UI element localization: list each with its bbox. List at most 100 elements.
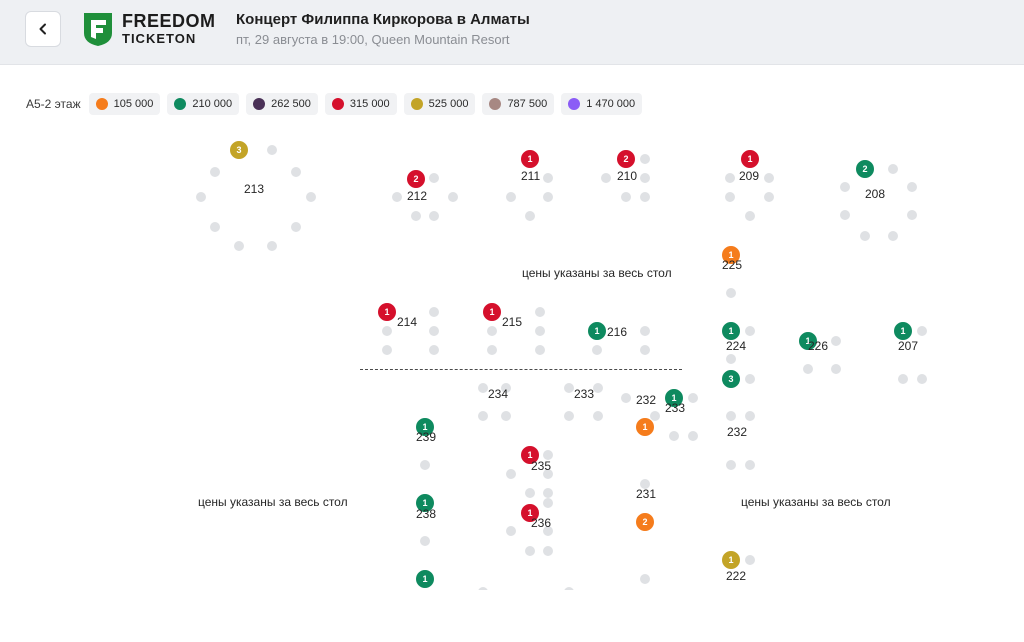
seat-dot[interactable] bbox=[640, 192, 650, 202]
table-number-label[interactable]: 234 bbox=[488, 387, 509, 401]
available-seats-badge[interactable]: 1 bbox=[482, 302, 502, 322]
price-chip[interactable]: 105 000 bbox=[88, 93, 161, 115]
table-number-label[interactable]: 208 bbox=[865, 187, 886, 201]
seat-dot[interactable] bbox=[898, 374, 908, 384]
seat-dot[interactable] bbox=[267, 241, 277, 251]
seat-dot[interactable] bbox=[234, 241, 244, 251]
seat-dot[interactable] bbox=[803, 364, 813, 374]
table-number-label[interactable]: 225 bbox=[722, 258, 743, 272]
table-number-label[interactable]: 213 bbox=[244, 182, 265, 196]
seat-dot[interactable] bbox=[543, 469, 553, 479]
seat-dot[interactable] bbox=[688, 431, 698, 441]
price-chip[interactable]: 787 500 bbox=[482, 93, 555, 115]
available-seats-badge[interactable]: 2 bbox=[616, 149, 636, 169]
seat-dot[interactable] bbox=[640, 154, 650, 164]
seat-dot[interactable] bbox=[726, 460, 736, 470]
seat-dot[interactable] bbox=[669, 431, 679, 441]
seat-dot[interactable] bbox=[650, 411, 660, 421]
seat-dot[interactable] bbox=[267, 145, 277, 155]
seat-dot[interactable] bbox=[429, 345, 439, 355]
seat-dot[interactable] bbox=[429, 211, 439, 221]
table-number-label[interactable]: 231 bbox=[636, 487, 657, 501]
seat-dot[interactable] bbox=[601, 173, 611, 183]
seat-dot[interactable] bbox=[764, 192, 774, 202]
seat-dot[interactable] bbox=[725, 192, 735, 202]
seat-dot[interactable] bbox=[210, 222, 220, 232]
seat-dot[interactable] bbox=[640, 173, 650, 183]
back-button[interactable] bbox=[25, 11, 61, 47]
table-number-label[interactable]: 226 bbox=[808, 339, 829, 353]
seat-dot[interactable] bbox=[478, 411, 488, 421]
seat-dot[interactable] bbox=[535, 345, 545, 355]
price-chip[interactable]: 1 470 000 bbox=[561, 93, 643, 115]
seat-dot[interactable] bbox=[745, 211, 755, 221]
table-number-label[interactable]: 224 bbox=[726, 339, 747, 353]
seat-dot[interactable] bbox=[506, 469, 516, 479]
available-seats-badge[interactable]: 1 bbox=[415, 569, 435, 589]
freedom-ticketon-logo[interactable]: FREEDOM TICKETON bbox=[82, 11, 222, 47]
available-seats-badge[interactable]: 1 bbox=[721, 550, 741, 570]
seat-dot[interactable] bbox=[745, 555, 755, 565]
table-number-label[interactable]: 233 bbox=[665, 401, 686, 415]
table-number-label[interactable]: 207 bbox=[898, 339, 919, 353]
seat-dot[interactable] bbox=[564, 411, 574, 421]
seat-dot[interactable] bbox=[640, 479, 650, 489]
available-seats-badge[interactable]: 1 bbox=[415, 493, 435, 513]
seat-dot[interactable] bbox=[420, 536, 430, 546]
table-number-label[interactable]: 232 bbox=[636, 393, 657, 407]
price-chip[interactable]: 525 000 bbox=[403, 93, 476, 115]
available-seats-badge[interactable]: 1 bbox=[635, 417, 655, 437]
seat-dot[interactable] bbox=[543, 192, 553, 202]
seat-dot[interactable] bbox=[448, 192, 458, 202]
seat-dot[interactable] bbox=[592, 345, 602, 355]
table-number-label[interactable]: 214 bbox=[397, 315, 418, 329]
seat-dot[interactable] bbox=[831, 364, 841, 374]
seat-dot[interactable] bbox=[564, 587, 574, 590]
available-seats-badge[interactable]: 1 bbox=[377, 302, 397, 322]
seat-dot[interactable] bbox=[487, 345, 497, 355]
available-seats-badge[interactable]: 1 bbox=[893, 321, 913, 341]
seat-dot[interactable] bbox=[640, 574, 650, 584]
available-seats-badge[interactable]: 1 bbox=[740, 149, 760, 169]
seat-dot[interactable] bbox=[543, 526, 553, 536]
table-number-label[interactable]: 238 bbox=[416, 507, 437, 521]
available-seats-badge[interactable]: 1 bbox=[415, 417, 435, 437]
available-seats-badge[interactable]: 1 bbox=[721, 321, 741, 341]
seat-dot[interactable] bbox=[525, 211, 535, 221]
seat-dot[interactable] bbox=[860, 231, 870, 241]
seat-dot[interactable] bbox=[543, 173, 553, 183]
seat-dot[interactable] bbox=[725, 173, 735, 183]
seat-dot[interactable] bbox=[382, 345, 392, 355]
available-seats-badge[interactable]: 3 bbox=[229, 140, 249, 160]
available-seats-badge[interactable]: 2 bbox=[406, 169, 426, 189]
seat-dot[interactable] bbox=[420, 460, 430, 470]
seat-dot[interactable] bbox=[382, 326, 392, 336]
price-chip[interactable]: 315 000 bbox=[324, 93, 397, 115]
seat-dot[interactable] bbox=[593, 383, 603, 393]
seat-dot[interactable] bbox=[506, 526, 516, 536]
seat-dot[interactable] bbox=[543, 450, 553, 460]
seat-dot[interactable] bbox=[525, 546, 535, 556]
table-number-label[interactable]: 210 bbox=[617, 169, 638, 183]
seat-dot[interactable] bbox=[640, 345, 650, 355]
seat-dot[interactable] bbox=[411, 211, 421, 221]
table-number-label[interactable]: 215 bbox=[502, 315, 523, 329]
table-number-label[interactable]: 235 bbox=[531, 459, 552, 473]
seat-dot[interactable] bbox=[506, 192, 516, 202]
seat-dot[interactable] bbox=[564, 383, 574, 393]
table-number-label[interactable]: 236 bbox=[531, 516, 552, 530]
available-seats-badge[interactable]: 1 bbox=[721, 245, 741, 265]
available-seats-badge[interactable]: 1 bbox=[587, 321, 607, 341]
seat-dot[interactable] bbox=[917, 326, 927, 336]
seat-dot[interactable] bbox=[688, 393, 698, 403]
seat-dot[interactable] bbox=[888, 164, 898, 174]
available-seats-badge[interactable]: 1 bbox=[520, 445, 540, 465]
available-seats-badge[interactable]: 1 bbox=[798, 331, 818, 351]
seat-dot[interactable] bbox=[543, 498, 553, 508]
table-number-label[interactable]: 239 bbox=[416, 430, 437, 444]
seat-dot[interactable] bbox=[501, 411, 511, 421]
available-seats-badge[interactable]: 1 bbox=[520, 149, 540, 169]
seat-dot[interactable] bbox=[764, 173, 774, 183]
seat-dot[interactable] bbox=[501, 383, 511, 393]
seat-dot[interactable] bbox=[306, 192, 316, 202]
